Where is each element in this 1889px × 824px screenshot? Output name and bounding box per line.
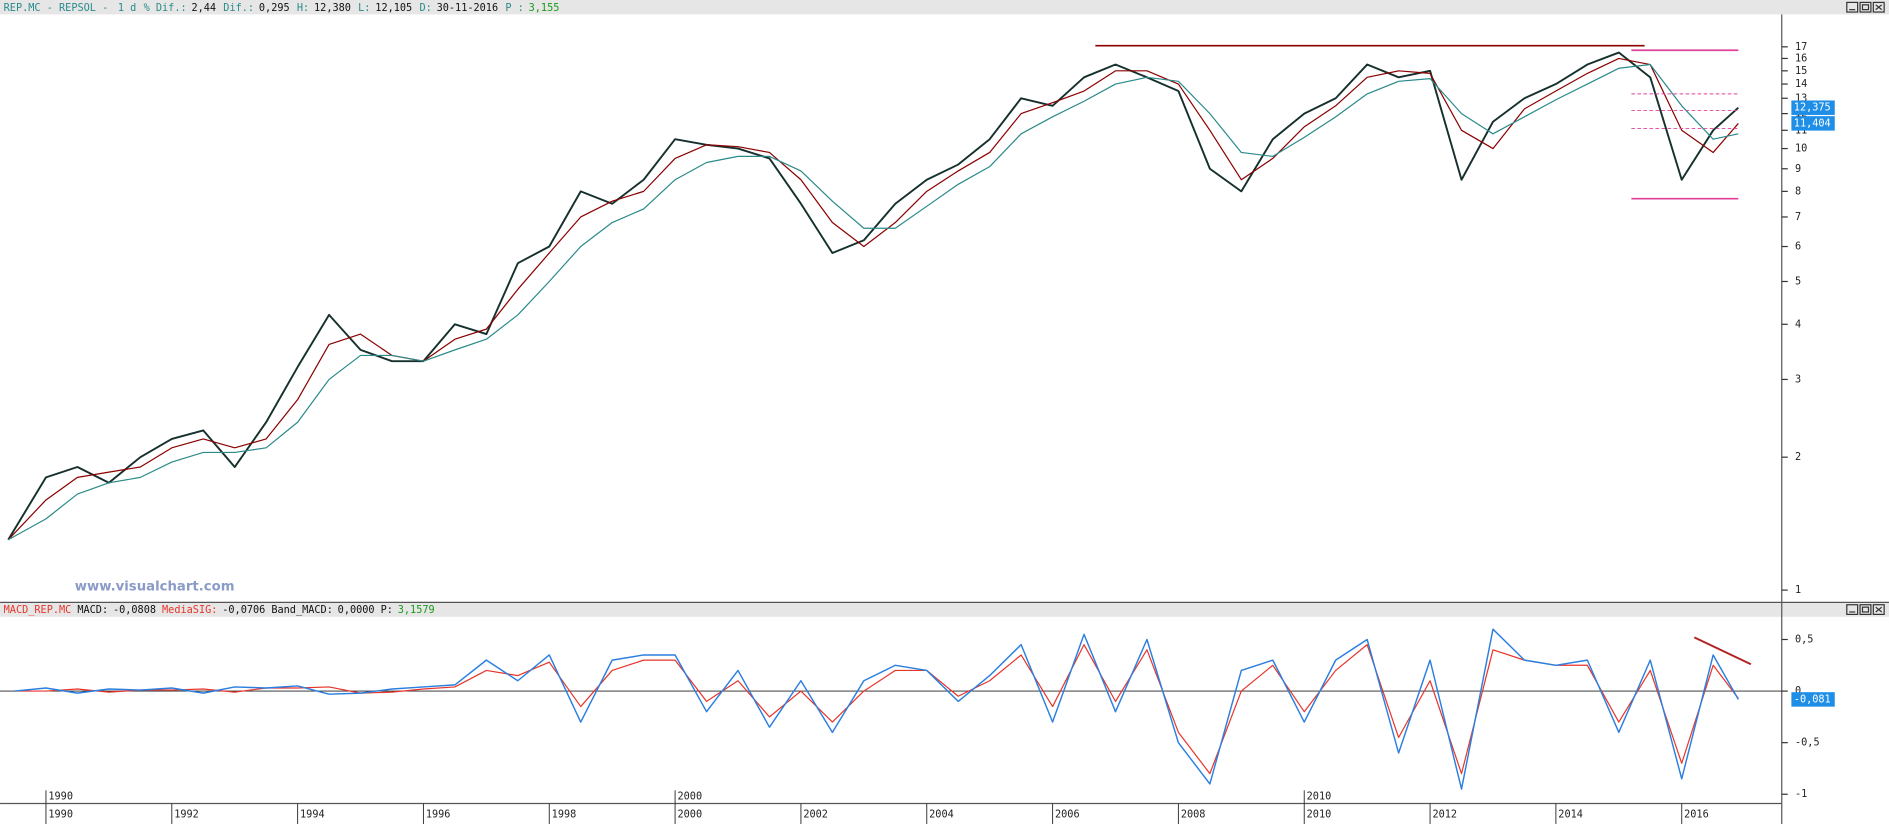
y-tick-label: 11	[1795, 125, 1807, 136]
price-tag	[1791, 692, 1835, 707]
field-value: 3,1579	[398, 605, 435, 616]
field-label: D:	[419, 3, 431, 14]
y-tick-label: -1	[1795, 789, 1807, 800]
series-line	[14, 628, 1739, 790]
y-tick-label: -0,5	[1795, 738, 1820, 749]
price-header: REP.MC - REPSOL - 1 d % Dif.: 2,44 Dif.: 0,29…	[4, 3, 560, 14]
series-line	[7, 63, 1739, 541]
y-tick-label: 5	[1795, 276, 1801, 287]
y-tick-label: 2	[1795, 452, 1801, 463]
icon	[1875, 4, 1883, 11]
x-major-label: 1990	[48, 791, 73, 802]
field-label: P :	[505, 3, 523, 14]
x-tick-label: 1994	[300, 809, 325, 820]
x-tick-label: 2008	[1181, 809, 1206, 820]
x-tick-label: 1992	[174, 809, 199, 820]
price-tag	[1791, 100, 1835, 115]
x-tick-label: 2002	[803, 809, 828, 820]
macd-header: MACD_REP.MC MACD: -0,0808 MediaSIG: -0,0706 B…	[4, 605, 435, 616]
icon	[1861, 4, 1870, 11]
y-tick-label: 4	[1795, 319, 1801, 330]
icon	[1875, 606, 1883, 613]
x-major-label: 2010	[1307, 791, 1332, 802]
field-label: MediaSIG:	[162, 605, 217, 616]
y-tick-label: 3	[1795, 374, 1801, 385]
close-button[interactable]	[1872, 604, 1885, 615]
y-tick-label: 16	[1795, 53, 1807, 64]
field-label: H:	[297, 3, 309, 14]
field-value: 12,380	[314, 3, 351, 14]
field-value: 2,44	[191, 3, 216, 14]
maximize-button[interactable]	[1859, 1, 1872, 13]
field-label: MACD:	[77, 605, 108, 616]
x-tick-label: 2006	[1055, 809, 1080, 820]
y-tick-label: 7	[1795, 212, 1801, 223]
y-tick-label: 14	[1795, 79, 1807, 90]
y-tick-label: 1	[1795, 585, 1801, 596]
close-button[interactable]	[1872, 1, 1885, 13]
price-header-bar	[0, 0, 1889, 15]
field-label: P:	[381, 605, 393, 616]
macd-header-bar	[0, 602, 1889, 617]
indicator-name: MACD_REP.MC	[4, 605, 72, 616]
field-label: L:	[358, 3, 370, 14]
y-tick-label: 15	[1795, 66, 1807, 77]
icon	[1861, 606, 1870, 613]
series-line	[7, 57, 1739, 541]
window-buttons[interactable]	[1846, 1, 1885, 615]
field-value: -0,0706	[222, 605, 265, 616]
field-label: Band_MACD:	[271, 605, 333, 616]
minimize-button[interactable]	[1846, 1, 1859, 13]
y-tick-label: 13	[1795, 93, 1807, 104]
field-value: 0,295	[259, 3, 290, 14]
x-tick-label: 2004	[929, 809, 954, 820]
price-tag-label: 12,375	[1794, 103, 1831, 114]
symbol: REP.MC - REPSOL -	[4, 3, 109, 14]
y-tick-label: 17	[1795, 42, 1807, 53]
y-tick-label: 10	[1795, 144, 1807, 155]
field-label: Dif.:	[223, 3, 254, 14]
field-value: 12,105	[375, 3, 412, 14]
x-tick-label: 2012	[1432, 809, 1457, 820]
x-tick-label: 1990	[48, 809, 73, 820]
x-tick-label: 2000	[678, 809, 703, 820]
series-line	[7, 51, 1739, 541]
y-tick-label: 6	[1795, 242, 1801, 253]
field-label: % Dif.:	[144, 3, 187, 14]
field-value: 0,0000	[338, 605, 375, 616]
field-value: 3,155	[529, 3, 560, 14]
y-tick-label: 8	[1795, 186, 1801, 197]
x-tick-label: 2014	[1558, 809, 1583, 820]
y-tick-label: 9	[1795, 164, 1801, 175]
watermark: www.visualchart.com	[75, 580, 235, 595]
price-tag	[1791, 116, 1835, 131]
x-tick-label: 1998	[552, 809, 577, 820]
x-major-label: 2000	[678, 791, 703, 802]
minimize-button[interactable]	[1846, 604, 1859, 615]
y-tick-label: 0	[1795, 686, 1801, 697]
price-tag-label: 11,404	[1794, 118, 1831, 129]
x-tick-label: 2016	[1684, 809, 1709, 820]
x-tick-label: 2010	[1307, 809, 1332, 820]
field-value: 30-11-2016	[437, 3, 499, 14]
field-value: -0,0808	[113, 605, 156, 616]
interval: 1 d	[118, 3, 136, 14]
y-tick-label: 0,5	[1795, 634, 1813, 645]
trend-line	[1693, 636, 1752, 666]
maximize-button[interactable]	[1859, 604, 1872, 615]
price-tag-label: -0,081	[1794, 694, 1831, 705]
x-tick-label: 1996	[426, 809, 451, 820]
